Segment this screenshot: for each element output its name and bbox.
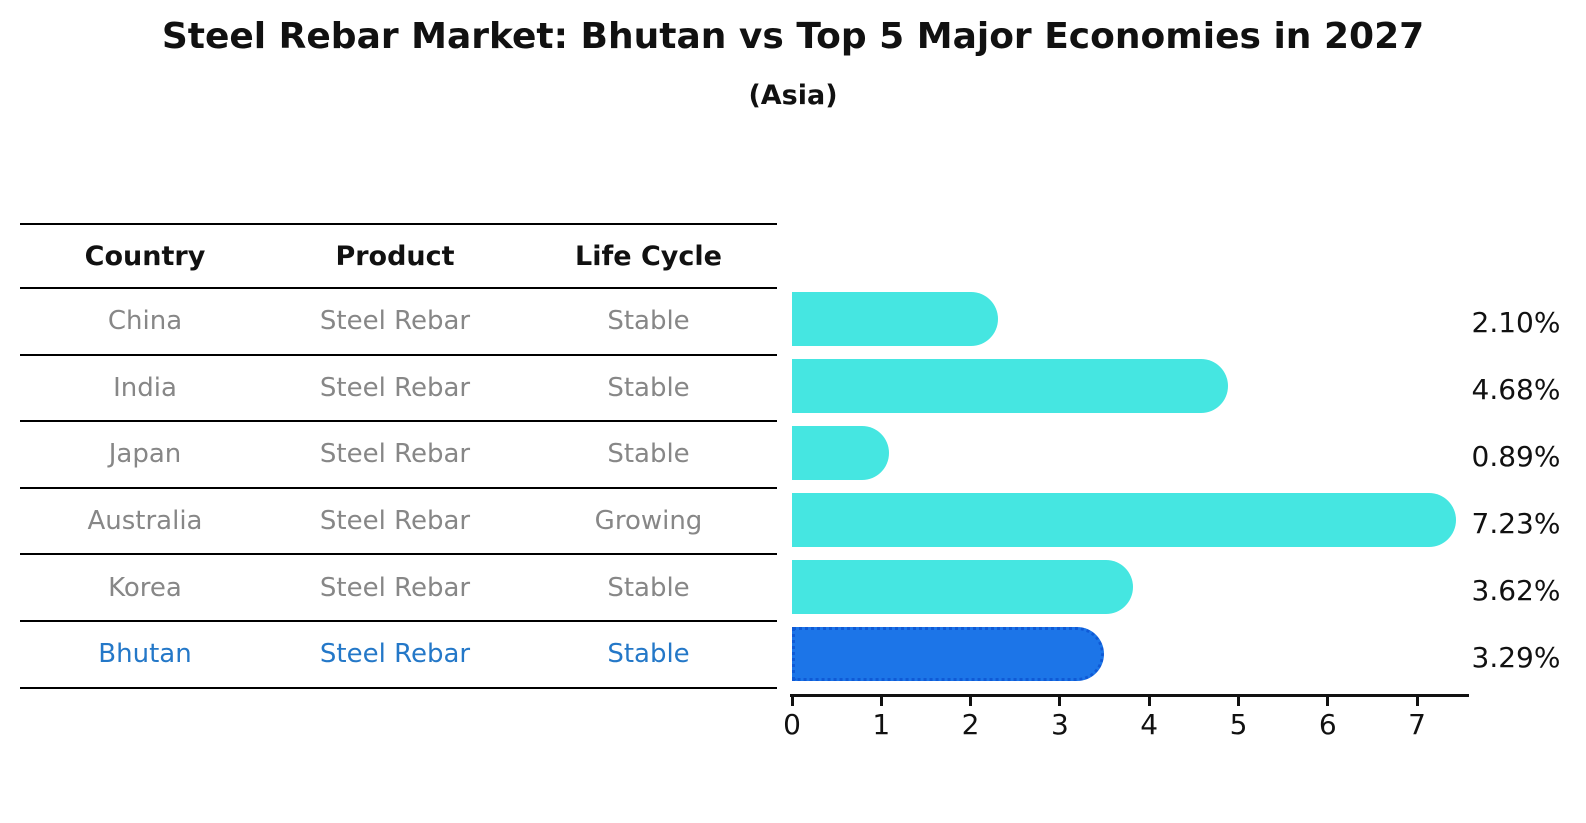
x-axis-line: [790, 694, 1469, 697]
cell-product: Steel Rebar: [319, 439, 471, 470]
table-body: China Steel Rebar Stable India Steel Rebar St…: [20, 289, 777, 689]
table-row-korea: Korea Steel Rebar Stable: [20, 555, 777, 622]
value-label-australia: 7.23%: [1471, 507, 1561, 540]
cell-country: Japan: [108, 439, 182, 470]
value-label-india: 4.68%: [1471, 373, 1561, 406]
cell-country: India: [113, 372, 177, 403]
cell-life_cycle: Stable: [607, 306, 690, 337]
table-header-row: Country Product Life Cycle: [20, 223, 777, 289]
value-label-korea: 3.62%: [1471, 574, 1561, 607]
column-header-life-cycle: Life Cycle: [575, 240, 722, 272]
cell-product: Steel Rebar: [319, 372, 471, 403]
bar-korea: [792, 560, 1133, 614]
cell-life_cycle: Stable: [607, 372, 690, 403]
x-tick-mark-2: [969, 697, 973, 706]
table-row-japan: Japan Steel Rebar Stable: [20, 422, 777, 489]
cell-country: Australia: [87, 506, 203, 537]
cell-product: Steel Rebar: [319, 572, 471, 603]
cell-life_cycle: Stable: [607, 439, 690, 470]
chart-subtitle: (Asia): [748, 80, 838, 111]
x-tick-label-0: 0: [783, 708, 801, 741]
cell-country: China: [107, 306, 183, 337]
x-tick-label-6: 6: [1318, 708, 1337, 741]
cell-country: Korea: [108, 572, 182, 603]
bar-china: [792, 292, 998, 346]
table-row-bhutan: Bhutan Steel Rebar Stable: [20, 622, 777, 689]
table-row-australia: Australia Steel Rebar Growing: [20, 489, 777, 556]
value-label-bhutan: 3.29%: [1471, 641, 1561, 674]
cell-country: Bhutan: [98, 639, 192, 670]
chart-title: Steel Rebar Market: Bhutan vs Top 5 Majo…: [161, 16, 1425, 57]
x-tick-mark-1: [879, 697, 883, 706]
bar-japan: [792, 426, 889, 480]
x-tick-mark-4: [1147, 697, 1151, 706]
country-table: Country Product Life Cycle China Steel Re…: [20, 223, 777, 689]
bar-india: [792, 359, 1228, 413]
value-label-china: 2.10%: [1471, 306, 1561, 339]
cell-life_cycle: Stable: [607, 572, 690, 603]
x-tick-label-4: 4: [1140, 708, 1159, 741]
column-header-country: Country: [84, 240, 206, 272]
column-header-product: Product: [335, 240, 455, 272]
x-tick-mark-6: [1326, 697, 1330, 706]
x-tick-label-2: 2: [961, 708, 980, 741]
x-tick-mark-0: [790, 697, 794, 706]
x-tick-mark-3: [1058, 697, 1062, 706]
x-tick-label-7: 7: [1408, 708, 1426, 741]
cell-product: Steel Rebar: [319, 639, 471, 670]
bar-bhutan: [792, 627, 1104, 681]
value-label-japan: 0.89%: [1471, 440, 1561, 473]
table-row-china: China Steel Rebar Stable: [20, 289, 777, 356]
bar-australia: [792, 493, 1456, 547]
cell-life_cycle: Stable: [607, 639, 690, 670]
x-tick-mark-7: [1415, 697, 1419, 706]
x-tick-label-5: 5: [1229, 708, 1248, 741]
x-tick-mark-5: [1237, 697, 1240, 706]
table-row-india: India Steel Rebar Stable: [20, 356, 777, 423]
cell-product: Steel Rebar: [319, 506, 471, 537]
cell-product: Steel Rebar: [319, 306, 471, 337]
x-tick-label-1: 1: [872, 708, 891, 741]
cell-life_cycle: Growing: [594, 506, 703, 537]
x-tick-label-3: 3: [1050, 708, 1069, 741]
